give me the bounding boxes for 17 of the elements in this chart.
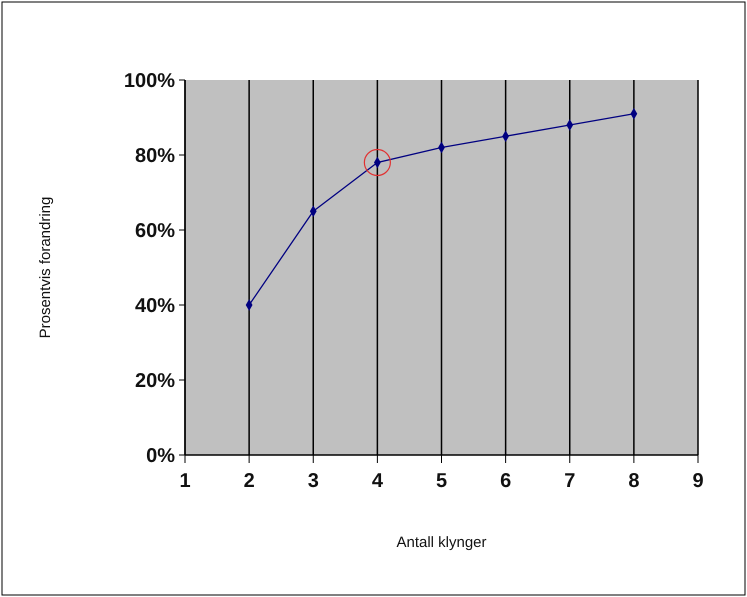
x-tick-label: 4 <box>372 470 384 492</box>
x-axis-title: Antall klynger <box>396 534 487 551</box>
y-tick-label: 100% <box>124 70 176 92</box>
x-tick-label: 2 <box>244 470 255 492</box>
x-tick-label: 5 <box>436 470 448 492</box>
y-tick-label: 20% <box>134 370 176 392</box>
x-tick-label: 6 <box>500 470 512 492</box>
y-tick-label: 0% <box>146 445 176 467</box>
x-tick-label: 8 <box>628 470 640 492</box>
x-tick-label: 1 <box>179 470 191 492</box>
y-tick-label: 80% <box>134 145 176 167</box>
x-tick-label: 3 <box>308 470 319 492</box>
x-tick-label: 9 <box>692 470 704 492</box>
y-tick-label: 60% <box>134 220 176 242</box>
y-tick-label: 40% <box>134 295 176 317</box>
y-axis-title: Prosentvis forandring <box>37 196 54 338</box>
x-tick-label: 7 <box>564 470 576 492</box>
